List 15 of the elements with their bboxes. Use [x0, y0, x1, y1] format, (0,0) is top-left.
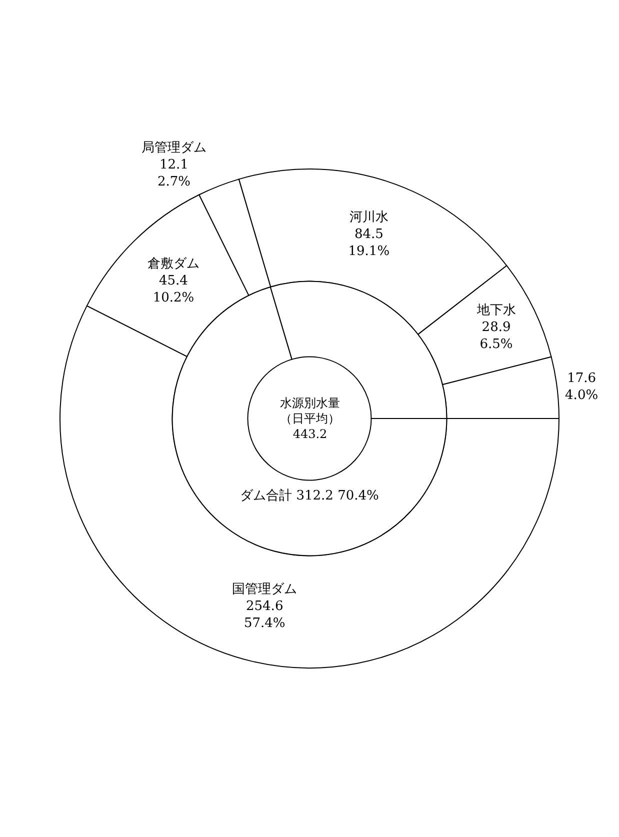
slice-label: 局管理ダム [141, 140, 206, 156]
data-label: 12.1 2.7% [157, 157, 190, 190]
slice-label: 倉敷ダム [147, 256, 200, 272]
data-label: 17.6 4.0% [565, 371, 598, 404]
data-label: 45.4 10.2% [152, 274, 194, 306]
slice-label: 地下水 [476, 303, 516, 318]
slice-label: 国管理ダム [232, 582, 298, 598]
data-label: 254.6 57.4% [244, 599, 286, 631]
text: 水源別水量 [280, 396, 340, 410]
text: （日平均） [280, 412, 340, 426]
data-label: 84.5 19.1% [348, 226, 390, 259]
text: 443.2 [292, 427, 328, 442]
text: ダム合計 312.2 70.4% [240, 488, 379, 504]
slice-label: 河川水 [349, 210, 388, 226]
data-label: 28.9 6.5% [480, 320, 513, 352]
